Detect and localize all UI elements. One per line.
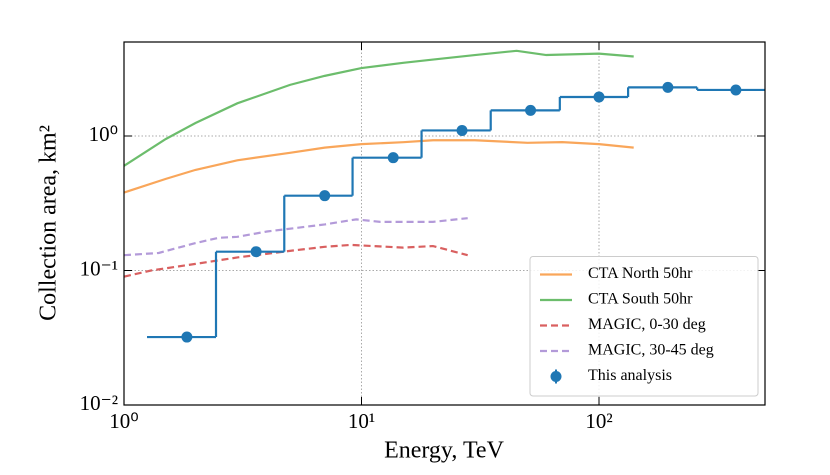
line-series <box>124 49 634 167</box>
legend-label: This analysis <box>588 367 672 384</box>
line-series <box>124 217 468 257</box>
point <box>525 104 537 116</box>
legend-label: CTA South 50hr <box>588 291 693 308</box>
y-axis-label: Collection area, km² <box>36 125 62 321</box>
legend-label: MAGIC, 0-30 deg <box>588 316 706 333</box>
point <box>662 81 674 93</box>
x-tick-label: 10⁰ <box>109 409 138 433</box>
line-series <box>124 139 634 194</box>
legend-box <box>529 256 759 397</box>
point <box>456 124 468 136</box>
legend-marker <box>550 371 562 382</box>
legend-label: MAGIC, 30-45 deg <box>588 342 714 359</box>
y-tick-label: 10⁻² <box>80 391 118 415</box>
x-tick-label: 10¹ <box>348 409 375 433</box>
x-tick-label: 10² <box>585 409 612 433</box>
y-tick-label: 10⁻¹ <box>80 256 118 280</box>
plot-area <box>124 49 765 343</box>
point <box>593 91 605 103</box>
point <box>730 84 742 96</box>
point <box>387 152 399 164</box>
plot-frame <box>123 41 766 406</box>
line-series <box>124 243 468 278</box>
point <box>250 246 262 258</box>
y-tick-label: 10⁰ <box>89 122 118 146</box>
point <box>319 190 331 202</box>
legend-label: CTA North 50hr <box>588 265 693 282</box>
point <box>181 331 193 343</box>
x-axis-label: Energy, TeV <box>384 438 505 464</box>
